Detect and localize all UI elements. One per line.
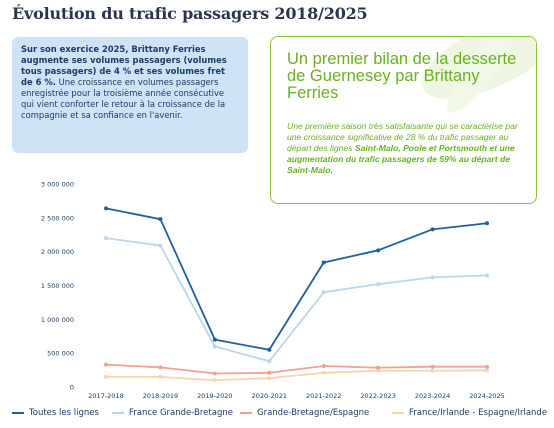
series-line — [105, 363, 487, 375]
data-point — [158, 365, 163, 370]
data-point — [430, 364, 435, 369]
x-tick-label: 2019-2020 — [197, 392, 232, 400]
legend-item: Toutes les lignes — [12, 408, 99, 418]
data-point — [321, 290, 326, 295]
y-tick-label: 500 000 — [47, 350, 74, 358]
data-point — [212, 371, 217, 376]
summary-box: Sur son exercice 2025, Brittany Ferries … — [12, 37, 248, 153]
y-tick-label: 0 — [70, 384, 74, 392]
data-point — [267, 376, 272, 381]
data-point — [158, 243, 163, 248]
data-point — [158, 217, 163, 222]
data-point — [321, 370, 326, 375]
data-point — [212, 344, 217, 349]
data-point — [430, 368, 435, 373]
data-point — [376, 365, 381, 370]
guernsey-box: Un premier bilan de la desserte de Guern… — [270, 36, 537, 204]
data-point — [104, 362, 108, 367]
x-tick-label: 2020-2021 — [252, 392, 287, 400]
legend-item: France Grande-Bretagne — [112, 408, 233, 418]
legend-label: France/Irlande - Espagne/Irlande — [409, 408, 548, 418]
data-point — [104, 236, 108, 241]
data-point — [430, 227, 435, 232]
legend-swatch — [392, 412, 404, 414]
y-tick-label: 2 000 000 — [41, 248, 74, 256]
y-tick-label: 1 000 000 — [41, 316, 74, 324]
data-point — [485, 273, 489, 278]
guernsey-text-part1: Une première saison très satisfaisante q… — [287, 121, 518, 153]
x-tick-label: 2017-2018 — [88, 392, 123, 400]
series-line — [105, 237, 488, 363]
guernsey-text: Une première saison très satisfaisante q… — [287, 121, 531, 176]
x-tick-label: 2024-2025 — [469, 392, 504, 400]
legend-swatch — [240, 412, 252, 414]
data-point — [485, 364, 489, 369]
data-point — [321, 364, 326, 369]
x-tick-label: 2021-2022 — [306, 392, 341, 400]
data-point — [430, 275, 435, 280]
legend-swatch — [12, 412, 24, 414]
data-point — [485, 368, 489, 373]
legend-label: France Grande-Bretagne — [129, 408, 233, 418]
data-point — [212, 378, 217, 383]
legend-item: France/Irlande - Espagne/Irlande — [392, 408, 547, 418]
data-point — [267, 359, 272, 364]
summary-text: Une croissance en volumes passagers enre… — [21, 77, 226, 120]
x-tick-label: 2022-2023 — [360, 392, 395, 400]
data-point — [376, 368, 381, 373]
data-point — [376, 248, 381, 253]
page-title: Évolution du trafic passagers 2018/2025 — [12, 4, 368, 23]
data-point — [104, 374, 108, 379]
data-point — [376, 282, 381, 287]
legend-item: Grande-Bretagne/Espagne — [240, 408, 369, 418]
legend-swatch — [112, 412, 124, 414]
data-point — [158, 374, 163, 379]
y-tick-label: 2 500 000 — [41, 214, 74, 222]
data-point — [267, 347, 272, 352]
series-line — [105, 207, 488, 351]
x-tick-label: 2023-2024 — [415, 392, 450, 400]
data-point — [485, 221, 489, 226]
data-point — [321, 260, 326, 265]
guernsey-heading: Un premier bilan de la desserte de Guern… — [287, 50, 517, 102]
chart-legend: Toutes les lignes France Grande-Bretagne G… — [12, 408, 552, 424]
x-tick-label: 2018-2019 — [143, 392, 178, 400]
data-point — [267, 370, 272, 375]
guernsey-text-highlight: Saint-Malo, Poole et Portsmouth et une a… — [287, 143, 515, 175]
data-point — [104, 206, 108, 211]
y-tick-label: 1 500 000 — [41, 282, 74, 290]
series-line — [106, 369, 488, 382]
summary-highlight: Sur son exercice 2025, Brittany Ferries … — [21, 44, 227, 87]
legend-label: Grande-Bretagne/Espagne — [257, 408, 370, 418]
y-tick-label: 3 000 000 — [41, 181, 74, 189]
legend-label: Toutes les lignes — [29, 408, 99, 418]
data-point — [212, 337, 217, 342]
